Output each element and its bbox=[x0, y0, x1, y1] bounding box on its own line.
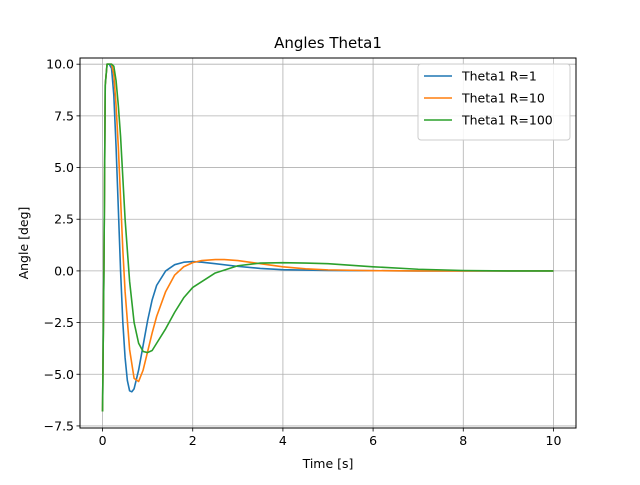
legend-label: Theta1 R=10 bbox=[461, 91, 545, 106]
x-tick-label: 10 bbox=[546, 433, 562, 448]
series-line-1 bbox=[101, 63, 554, 412]
y-tick-label: 10.0 bbox=[46, 57, 74, 72]
y-tick-label: 0.0 bbox=[54, 263, 74, 278]
plot-frame bbox=[79, 57, 577, 429]
x-tick-label: 4 bbox=[279, 433, 287, 448]
x-tick-label: 6 bbox=[369, 433, 377, 448]
y-tick-label: 7.5 bbox=[54, 108, 74, 123]
y-tick-label: 5.0 bbox=[54, 160, 74, 175]
chart-title: Angles Theta1 bbox=[274, 34, 382, 52]
series-layer bbox=[101, 63, 554, 412]
legend-box bbox=[417, 63, 571, 141]
series-line-3 bbox=[101, 63, 554, 412]
legend: Theta1 R=1 Theta1 R=10 Theta1 R=100 bbox=[417, 63, 571, 141]
ticks: 0 2 4 6 8 10 −7.5 −5.0 −2.5 0.0 2.5 5.0 7.5 10.0 bbox=[44, 57, 562, 448]
x-axis-label: Time [s] bbox=[302, 456, 354, 471]
x-tick-label: 0 bbox=[99, 433, 107, 448]
y-tick-label: −5.0 bbox=[44, 367, 74, 382]
x-tick-label: 8 bbox=[459, 433, 467, 448]
y-axis-label: Angle [deg] bbox=[16, 207, 31, 280]
y-tick-label: −7.5 bbox=[44, 418, 74, 433]
legend-label: Theta1 R=1 bbox=[461, 69, 537, 84]
series-line-2 bbox=[101, 63, 554, 412]
y-tick-label: −2.5 bbox=[44, 315, 74, 330]
x-tick-label: 2 bbox=[189, 433, 197, 448]
legend-label: Theta1 R=100 bbox=[461, 113, 553, 128]
y-tick-label: 2.5 bbox=[54, 212, 74, 227]
